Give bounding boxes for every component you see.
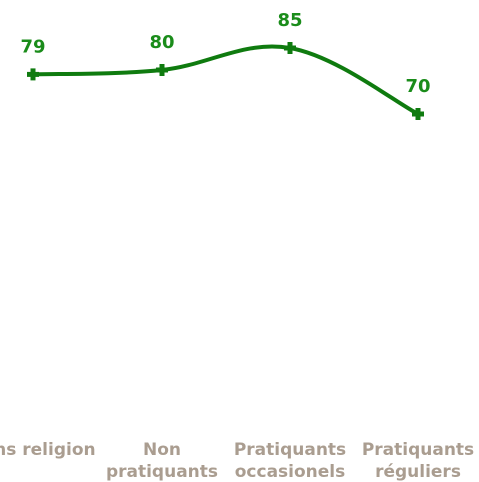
data-labels-layer: 79 80 85 70 (20, 10, 430, 97)
category-label: Non pratiquants (106, 440, 218, 482)
data-points-layer (27, 42, 424, 120)
series-line (31, 44, 420, 116)
series-line-layer (31, 44, 420, 116)
data-point (27, 68, 39, 81)
category-label: Pratiquants occasionels (234, 440, 346, 482)
data-point (156, 64, 168, 76)
data-label: 70 (405, 76, 430, 97)
data-label: 85 (277, 10, 302, 31)
category-label: Pratiquants réguliers (362, 440, 474, 482)
data-label: 79 (20, 36, 45, 57)
data-label: 80 (149, 32, 174, 53)
data-point (412, 108, 424, 120)
data-point (284, 42, 296, 54)
category-label: Sans religion (0, 440, 96, 460)
